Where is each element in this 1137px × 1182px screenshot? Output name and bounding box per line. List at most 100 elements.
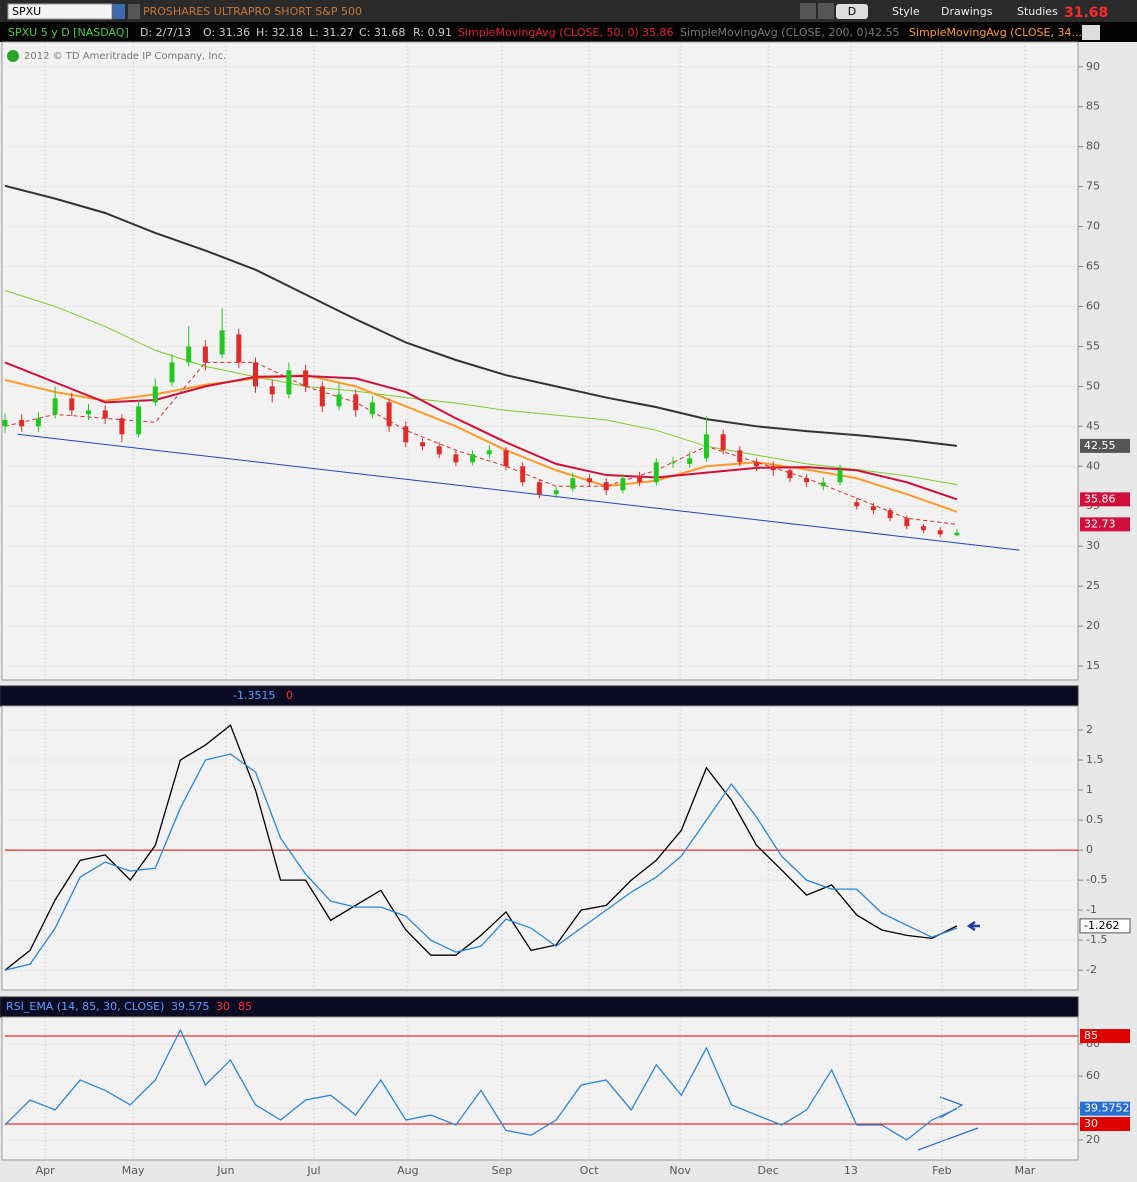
y-tick-label: 20 [1086, 619, 1100, 632]
candle-body [637, 475, 643, 483]
study-name: SimpleMovingAvg (CLOSE, 200, 0) [680, 26, 868, 39]
symbol[interactable]: SPXU [12, 5, 41, 18]
value-box [1080, 1101, 1130, 1116]
candle-body [820, 482, 826, 487]
x-tick-label: Aug [397, 1164, 418, 1177]
y-tick-label: 90 [1086, 60, 1100, 73]
candle-body [837, 470, 843, 483]
instrument: SPXU 5 y D [NASDAQ] [8, 26, 129, 39]
value-box [1079, 918, 1131, 934]
candle-body [653, 462, 659, 483]
symbol-dropdown[interactable] [113, 4, 125, 19]
candle-body [336, 394, 342, 407]
line [4, 361, 957, 525]
candle-body [904, 518, 910, 527]
y-tick-label: 30 [1086, 539, 1100, 552]
candle-body [136, 406, 142, 435]
info-icon [7, 50, 19, 62]
candle-body [319, 386, 325, 407]
x-tick-label: Nov [669, 1164, 691, 1177]
candle-body [720, 434, 726, 451]
y-tick-label: 85 [1086, 100, 1100, 113]
candle-body [754, 462, 760, 467]
studies-button[interactable]: Studies [1017, 5, 1058, 18]
x-tick-label: Jun [216, 1164, 234, 1177]
candle-body [102, 410, 108, 419]
drawings-button[interactable]: Drawings [941, 5, 993, 18]
candle-body [954, 532, 960, 536]
value-label: 85 [1084, 1029, 1098, 1042]
y-tick-label: 1 [1086, 783, 1093, 796]
y-tick-label: 50 [1086, 379, 1100, 392]
header-value: 30 [216, 1000, 230, 1013]
symbol-box[interactable] [7, 3, 113, 20]
study-value: 35.86 [642, 26, 674, 39]
x-tick-label: Feb [932, 1164, 951, 1177]
value-box [1080, 1029, 1130, 1044]
candle-body [253, 362, 259, 387]
y-tick-label: 45 [1086, 419, 1100, 432]
candle-body [670, 462, 676, 464]
candle-body [353, 394, 359, 411]
description: PROSHARES ULTRAPRO SHORT S&P 500 [143, 5, 362, 18]
candle-body [236, 334, 242, 363]
candle-body [520, 466, 526, 483]
study-value: 42.55 [868, 26, 900, 39]
candle-body [453, 454, 459, 463]
x-tick-label: Apr [36, 1164, 56, 1177]
x-tick-label: May [122, 1164, 145, 1177]
info-range: R: 0.91 [413, 26, 452, 39]
y-tick-label: 25 [1086, 579, 1100, 592]
value-box [1080, 492, 1130, 507]
candle-body [703, 434, 709, 459]
y-tick-label: 2 [1086, 723, 1093, 736]
line [4, 290, 958, 486]
info-open: O: 31.36 [203, 26, 250, 39]
trendline [17, 433, 1020, 551]
style-button[interactable]: Style [892, 5, 920, 18]
chart-settings[interactable] [1082, 25, 1100, 40]
period-button[interactable] [836, 4, 868, 19]
candle-body [486, 450, 492, 455]
value-box [1080, 1117, 1130, 1132]
candle-body [52, 398, 58, 415]
y-tick-label: 70 [1086, 220, 1100, 233]
y-tick-label: 20 [1086, 1133, 1100, 1146]
y-tick-label: 65 [1086, 260, 1100, 273]
candle-body [152, 386, 158, 403]
candle-body [687, 458, 693, 464]
candle-body [86, 410, 92, 415]
line [4, 753, 958, 971]
x-tick-label: Sep [491, 1164, 512, 1177]
tool-icon[interactable] [818, 3, 834, 19]
value-label: 35.86 [1084, 492, 1116, 505]
info-low: L: 31.27 [309, 26, 354, 39]
y-tick-label: 80 [1086, 140, 1100, 153]
value-label: 30 [1084, 1117, 1098, 1130]
y-tick-label: -1 [1086, 903, 1097, 916]
y-tick-label: 0 [1086, 843, 1093, 856]
candle-body [436, 446, 442, 455]
y-tick-label: 0.5 [1086, 813, 1104, 826]
y-tick-label: 40 [1086, 459, 1100, 472]
header-value: 39.575 [171, 1000, 210, 1013]
price-panel [1, 41, 1079, 681]
candle-body [470, 454, 476, 463]
y-tick-label: -0.5 [1086, 873, 1107, 886]
candle-body [737, 450, 743, 463]
y-tick-label: 1.5 [1086, 753, 1104, 766]
rsi-title: RSI_EMA (14, 85, 30, CLOSE) [6, 1000, 164, 1013]
symbol-menu[interactable] [128, 4, 140, 19]
candle-body [269, 386, 275, 395]
info-date: D: 2/7/13 [140, 26, 191, 39]
tool-icon[interactable] [800, 3, 816, 19]
candle-body [887, 510, 893, 519]
candle-body [503, 450, 509, 467]
candle-body [804, 478, 810, 483]
line [4, 374, 958, 513]
x-tick-label: Dec [758, 1164, 779, 1177]
info-close: C: 31.68 [359, 26, 405, 39]
period[interactable]: D [848, 5, 856, 18]
candle-body [603, 482, 609, 491]
